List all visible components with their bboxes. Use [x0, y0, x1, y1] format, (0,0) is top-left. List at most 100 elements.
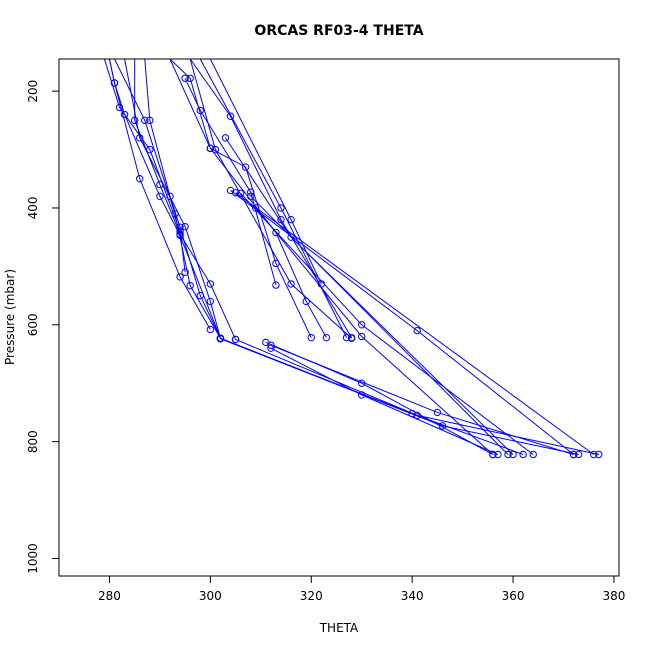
data-point	[120, 110, 129, 119]
series-line	[270, 344, 574, 455]
x-tick-label: 300	[199, 589, 222, 603]
series-line	[235, 338, 599, 455]
y-tick-label: 800	[26, 430, 40, 453]
x-tick-label: 320	[300, 589, 323, 603]
series-21	[236, 189, 537, 459]
data-point	[413, 326, 421, 335]
series-line	[230, 190, 574, 455]
data-point	[358, 321, 366, 329]
series-12	[267, 344, 502, 459]
y-axis: 200 400 600 800 1000	[26, 80, 59, 574]
series-layer	[103, 59, 603, 459]
series-16	[169, 59, 315, 342]
data-point	[181, 74, 189, 82]
series-line	[270, 347, 499, 455]
data-point	[489, 450, 497, 459]
data-point	[358, 332, 366, 341]
data-point	[358, 391, 366, 399]
series-line	[235, 192, 595, 455]
chart-title: ORCAS RF03-4 THETA	[254, 23, 423, 39]
data-point	[206, 280, 215, 288]
data-point	[272, 281, 280, 289]
series-line	[169, 59, 312, 338]
data-point	[186, 74, 194, 82]
series-line	[169, 59, 327, 338]
series-line	[134, 59, 237, 340]
data-point	[176, 273, 184, 281]
series-line	[199, 59, 348, 338]
data-point	[181, 222, 189, 231]
series-9	[231, 335, 603, 459]
series-line	[144, 59, 221, 339]
series-15	[189, 59, 356, 342]
data-point	[272, 228, 280, 237]
data-point	[216, 335, 225, 343]
series-line	[255, 207, 494, 455]
y-tick-label: 1000	[26, 543, 40, 574]
data-point	[146, 116, 154, 125]
x-tick-label: 380	[603, 589, 626, 603]
data-point	[130, 116, 139, 125]
x-tick-label: 280	[98, 589, 121, 603]
data-point	[569, 450, 578, 459]
data-point	[186, 281, 194, 290]
series-18	[199, 59, 351, 342]
y-tick-label: 400	[26, 197, 40, 220]
x-tick-label: 360	[502, 589, 525, 603]
y-axis-label: Pressure (mbar)	[3, 269, 17, 365]
data-point	[206, 144, 215, 153]
data-point	[574, 450, 583, 459]
series-23	[226, 186, 578, 459]
series-1	[108, 59, 215, 334]
data-point	[519, 450, 527, 459]
data-point	[347, 333, 356, 342]
series-13	[181, 74, 280, 289]
series-4	[124, 59, 225, 342]
plot-area	[103, 59, 603, 459]
data-point	[529, 450, 537, 459]
data-point	[221, 134, 230, 142]
data-point	[252, 204, 260, 212]
data-point	[226, 112, 235, 120]
data-point	[136, 134, 144, 142]
data-point	[141, 116, 149, 125]
x-tick-label: 340	[401, 589, 424, 603]
data-point	[196, 291, 204, 300]
data-point	[231, 189, 240, 197]
series-line	[108, 59, 221, 339]
series-line	[240, 193, 534, 455]
x-axis: 280 300 320 340 360 380	[98, 576, 625, 603]
data-point	[206, 325, 215, 334]
series-line	[124, 59, 221, 339]
data-point	[231, 335, 240, 344]
data-point	[287, 280, 295, 288]
y-tick-label: 600	[26, 313, 40, 336]
data-point	[590, 450, 598, 459]
data-point	[156, 192, 164, 200]
data-point	[504, 450, 512, 459]
series-line	[209, 59, 322, 285]
series-14	[169, 59, 331, 342]
data-point	[241, 163, 250, 171]
data-point	[433, 408, 442, 417]
data-point	[307, 333, 315, 342]
data-point	[181, 268, 189, 276]
plot-frame	[58, 58, 620, 577]
data-point	[176, 231, 184, 240]
series-line	[189, 59, 353, 338]
data-point	[277, 215, 285, 224]
series-25	[247, 192, 512, 459]
series-line	[184, 78, 277, 286]
data-point	[494, 450, 502, 459]
series-8	[216, 335, 583, 459]
series-line	[220, 338, 579, 455]
series-11	[267, 341, 578, 459]
data-point	[595, 450, 603, 459]
series-3	[130, 59, 240, 344]
series-20	[221, 134, 517, 459]
data-point	[247, 192, 255, 200]
data-point	[272, 259, 280, 268]
x-axis-label: THETA	[319, 621, 359, 635]
y-tick-label: 200	[26, 80, 40, 103]
